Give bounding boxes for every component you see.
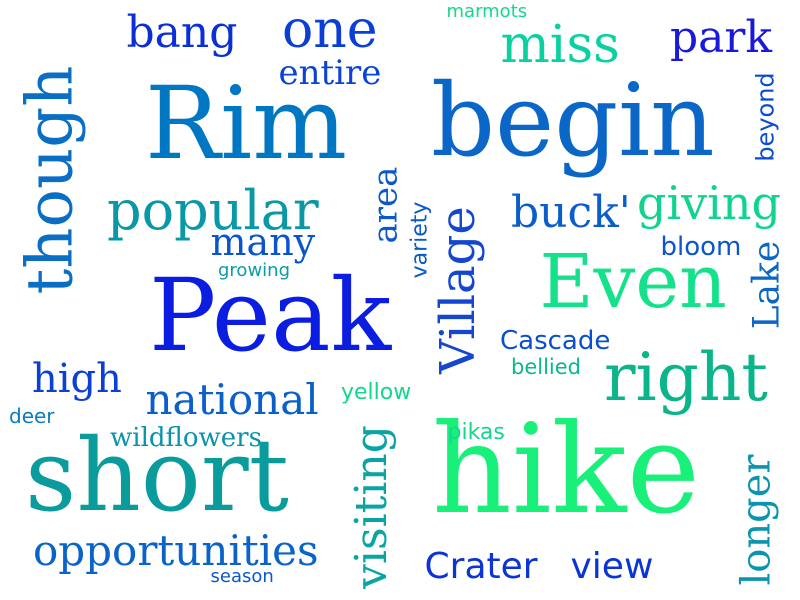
word-area: area <box>364 166 405 244</box>
word-wildflowers: wildflowers <box>110 423 262 453</box>
word-hike: hike <box>432 398 701 542</box>
word-one: one <box>282 0 378 60</box>
word-bloom: bloom <box>660 232 742 262</box>
word-park: park <box>670 12 773 63</box>
word-entire: entire <box>278 53 382 93</box>
word-bang: bang <box>126 7 238 58</box>
word-high: high <box>32 356 122 402</box>
word-giving: giving <box>637 176 781 230</box>
word-even: Even <box>539 239 727 325</box>
word-national: national <box>145 375 319 424</box>
word-crater: Crater <box>424 546 538 587</box>
word-bellied: bellied <box>511 354 582 379</box>
word-yellow: yellow <box>341 380 412 405</box>
word-growing: growing <box>218 260 290 281</box>
word-though: though <box>12 65 87 295</box>
word-marmots: marmots <box>446 1 528 22</box>
word-variety: variety <box>406 201 432 279</box>
word-miss: miss <box>500 15 620 75</box>
word-deer: deer <box>9 404 55 428</box>
word-short: short <box>25 417 289 534</box>
word-begin: begin <box>431 62 715 179</box>
word-cascade: Cascade <box>500 326 611 356</box>
word-longer: longer <box>733 454 780 586</box>
word-lake: Lake <box>745 240 787 330</box>
word-many: many <box>210 220 316 264</box>
word-pikas: pikas <box>447 420 505 445</box>
word-right: right <box>604 339 768 416</box>
word-rim: Rim <box>145 65 348 182</box>
word-view: view <box>570 546 654 587</box>
word-opportunities: opportunities <box>33 526 319 575</box>
word-peak: Peak <box>149 257 392 374</box>
word-village: Village <box>429 206 486 374</box>
word-visiting: visiting <box>345 425 397 589</box>
word-popular: popular <box>107 179 319 242</box>
word-season: season <box>210 566 274 587</box>
word-buck: buck' <box>511 187 631 238</box>
word-beyond: beyond <box>751 72 780 162</box>
